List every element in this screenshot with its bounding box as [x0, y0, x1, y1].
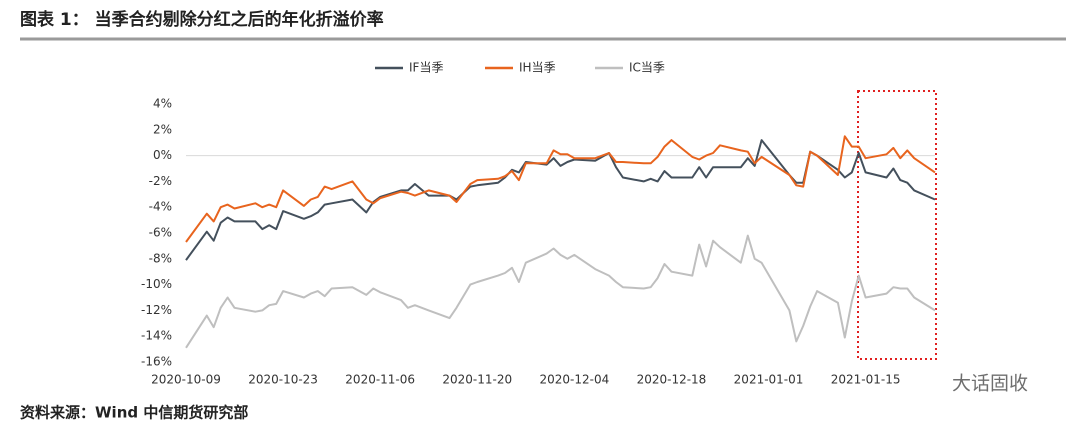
series-line [185, 135, 936, 243]
chart-title: 图表 1： 当季合约剔除分红之后的年化折溢价率 [20, 9, 384, 30]
y-tick-label: -16% [141, 355, 172, 369]
x-tick-label: 2021-01-01 [734, 373, 804, 387]
legend-label: IC当季 [629, 61, 665, 75]
watermark: 大话固收 [952, 373, 1028, 395]
series-line [185, 139, 936, 261]
x-tick-label: 2020-10-09 [151, 373, 221, 387]
x-tick-label: 2020-12-18 [637, 373, 707, 387]
y-tick-label: -14% [141, 329, 172, 343]
highlight-box [857, 90, 937, 360]
source-note: 资料来源：Wind 中信期货研究部 [20, 404, 248, 422]
y-tick-label: -2% [149, 174, 172, 188]
y-tick-label: -12% [141, 303, 172, 317]
x-tick-label: 2020-11-06 [345, 373, 415, 387]
y-tick-label: -8% [149, 251, 172, 265]
y-tick-label: 0% [153, 148, 172, 162]
x-tick-label: 2021-01-15 [831, 373, 901, 387]
legend-label: IH当季 [519, 61, 556, 75]
x-tick-label: 2020-10-23 [248, 373, 318, 387]
y-tick-label: -6% [149, 226, 172, 240]
y-tick-label: -4% [149, 200, 172, 214]
y-tick-label: 2% [153, 122, 172, 136]
x-tick-label: 2020-12-04 [539, 373, 609, 387]
y-tick-label: -10% [141, 277, 172, 291]
legend-label: IF当季 [409, 61, 443, 75]
x-tick-label: 2020-11-20 [442, 373, 512, 387]
y-tick-label: 4% [153, 97, 172, 111]
series-line [185, 234, 936, 349]
